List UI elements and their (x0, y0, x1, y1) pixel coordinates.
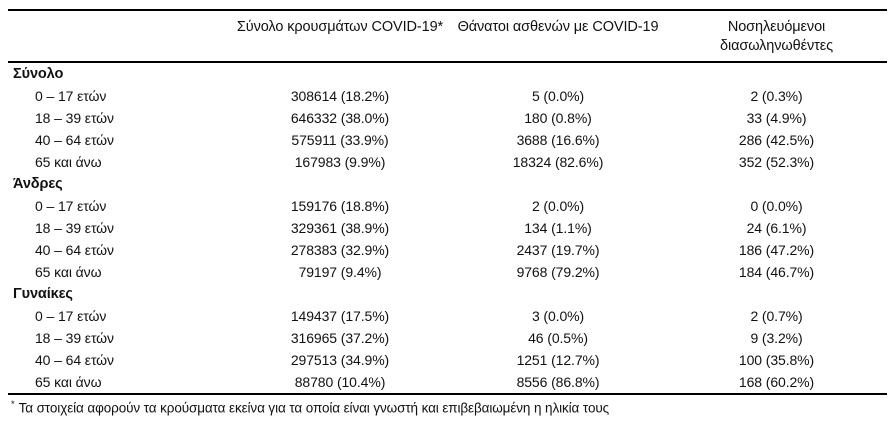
cases-value: 316965 (37.2%) (290, 330, 390, 346)
cases-value: 149437 (17.5%) (290, 308, 390, 324)
age-group-label: 0 – 17 ετών (35, 88, 107, 104)
deaths-value: 2 (0.0%) (531, 198, 585, 214)
intubated-value: 2 (0.7%) (750, 308, 803, 324)
age-group-label: 65 και άνω (35, 154, 102, 170)
intubated-value: 24 (6.1%) (746, 220, 807, 236)
table-row: 18 – 39 ετών 316965 (37.2%) 46 (0.5%) 9 … (8, 327, 887, 349)
intubated-value: 352 (52.3%) (738, 154, 815, 170)
header-row: Σύνολο κρουσμάτων COVID-19* Θάνατοι ασθε… (8, 10, 887, 63)
cases-value: 159176 (18.8%) (290, 198, 390, 214)
deaths-value: 46 (0.5%) (528, 330, 588, 346)
cases-value: 167983 (9.9%) (294, 154, 386, 170)
table-row: 40 – 64 ετών 278383 (32.9%) 2437 (19.7%)… (8, 239, 887, 261)
cases-value: 575911 (33.9%) (291, 132, 389, 148)
section-label: Άνδρες (13, 176, 63, 192)
column-header-deaths: Θάνατοι ασθενών με COVID-19 (450, 10, 666, 63)
age-group-label: 40 – 64 ετών (35, 132, 114, 148)
deaths-value: 180 (0.8%) (524, 110, 592, 126)
deaths-value: 2437 (19.7%) (516, 242, 600, 258)
intubated-value: 9 (3.2%) (750, 330, 803, 346)
header-empty-cell (8, 10, 230, 63)
age-group-label: 18 – 39 ετών (35, 110, 114, 126)
deaths-value: 3688 (16.6%) (516, 132, 600, 148)
intubated-value: 100 (35.8%) (738, 352, 815, 368)
section-row-total: Σύνολο (8, 62, 887, 85)
deaths-value: 5 (0.0%) (531, 88, 585, 104)
section-row-women: Γυναίκες (8, 283, 887, 305)
table-row: 40 – 64 ετών 575911 (33.9%) 3688 (16.6%)… (8, 129, 887, 151)
cases-value: 329361 (38.9%) (290, 220, 390, 236)
intubated-value: 186 (47.2%) (738, 242, 815, 258)
deaths-value: 134 (1.1%) (524, 220, 592, 236)
table-row: 18 – 39 ετών 329361 (38.9%) 134 (1.1%) 2… (8, 217, 887, 239)
covid-age-breakdown-table: Σύνολο κρουσμάτων COVID-19* Θάνατοι ασθε… (8, 9, 887, 416)
deaths-value: 8556 (86.8%) (516, 374, 600, 390)
deaths-value: 1251 (12.7%) (516, 352, 600, 368)
column-header-intubated: Νοσηλευόμενοι διασωληνωθέντες (666, 10, 887, 63)
footnote-asterisk: * (11, 399, 15, 410)
cases-value: 88780 (10.4%) (294, 374, 386, 390)
column-header-cases: Σύνολο κρουσμάτων COVID-19* (230, 10, 450, 63)
deaths-value: 3 (0.0%) (531, 308, 585, 324)
age-group-label: 0 – 17 ετών (35, 308, 107, 324)
age-group-label: 40 – 64 ετών (35, 352, 114, 368)
table-row: 65 και άνω 167983 (9.9%) 18324 (82.6%) 3… (8, 151, 887, 173)
footnote-text: Τα στοιχεία αφορούν τα κρούσματα εκείνα … (18, 400, 610, 416)
intubated-value: 286 (42.5%) (738, 132, 815, 148)
age-group-label: 18 – 39 ετών (35, 330, 114, 346)
section-row-men: Άνδρες (8, 173, 887, 195)
stats-table: Σύνολο κρουσμάτων COVID-19* Θάνατοι ασθε… (8, 9, 887, 395)
deaths-value: 9768 (79.2%) (516, 264, 600, 280)
cases-value: 79197 (9.4%) (298, 264, 382, 280)
table-row: 0 – 17 ετών 308614 (18.2%) 5 (0.0%) 2 (0… (8, 85, 887, 107)
intubated-value: 2 (0.3%) (750, 88, 803, 104)
cases-value: 646332 (38.0%) (290, 110, 390, 126)
cases-value: 297513 (34.9%) (290, 352, 390, 368)
intubated-value: 168 (60.2%) (738, 374, 815, 390)
cases-value: 278383 (32.9%) (290, 242, 390, 258)
table-row: 40 – 64 ετών 297513 (34.9%) 1251 (12.7%)… (8, 349, 887, 371)
deaths-value: 18324 (82.6%) (512, 154, 604, 170)
table-row: 18 – 39 ετών 646332 (38.0%) 180 (0.8%) 3… (8, 107, 887, 129)
intubated-value: 0 (0.0%) (750, 198, 803, 214)
age-group-label: 40 – 64 ετών (35, 242, 114, 258)
section-label: Γυναίκες (13, 286, 73, 302)
table-row: 65 και άνω 88780 (10.4%) 8556 (86.8%) 16… (8, 371, 887, 394)
intubated-value: 33 (4.9%) (746, 110, 807, 126)
table-row: 65 και άνω 79197 (9.4%) 9768 (79.2%) 184… (8, 261, 887, 283)
table-row: 0 – 17 ετών 149437 (17.5%) 3 (0.0%) 2 (0… (8, 305, 887, 327)
table-row: 0 – 17 ετών 159176 (18.8%) 2 (0.0%) 0 (0… (8, 195, 887, 217)
cases-value: 308614 (18.2%) (290, 88, 390, 104)
age-group-label: 65 και άνω (35, 264, 102, 280)
age-group-label: 18 – 39 ετών (35, 220, 114, 236)
intubated-value: 184 (46.7%) (738, 264, 815, 280)
footnote: * Τα στοιχεία αφορούν τα κρούσματα εκείνα… (8, 399, 887, 416)
age-group-label: 0 – 17 ετών (35, 198, 107, 214)
section-label: Σύνολο (13, 66, 64, 82)
age-group-label: 65 και άνω (35, 374, 102, 390)
